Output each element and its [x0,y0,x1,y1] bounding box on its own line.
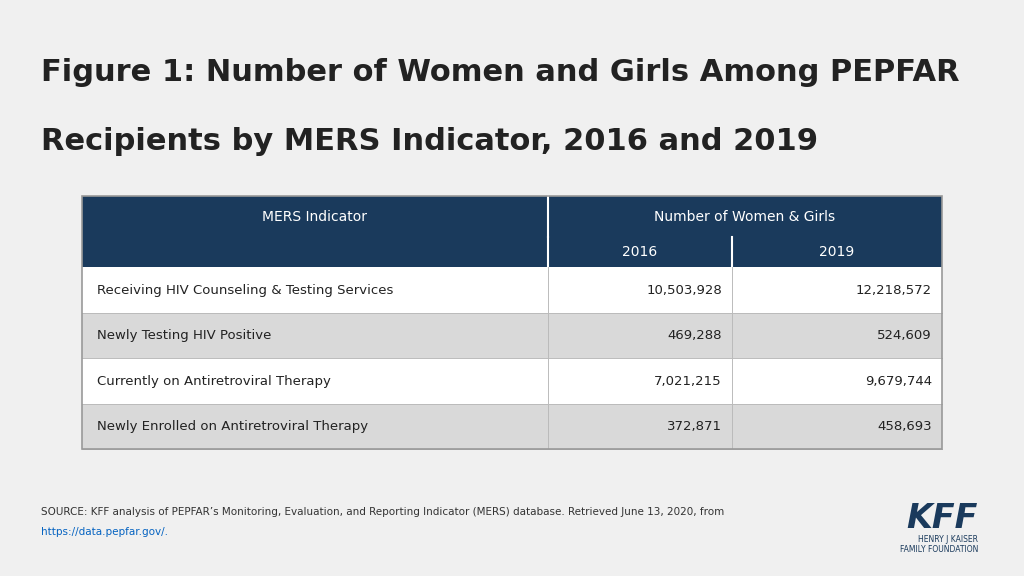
Text: https://data.pepfar.gov/.: https://data.pepfar.gov/. [41,527,168,537]
Text: 458,693: 458,693 [878,420,932,433]
Bar [732,358,942,404]
Bar [82,313,548,358]
Bar [548,237,732,267]
Text: KFF: KFF [906,502,978,535]
Bar [548,313,732,358]
Text: Currently on Antiretroviral Therapy: Currently on Antiretroviral Therapy [97,374,331,388]
Text: HENRY J KAISER
FAMILY FOUNDATION: HENRY J KAISER FAMILY FOUNDATION [899,535,978,554]
Text: MERS Indicator: MERS Indicator [262,210,368,223]
Text: Receiving HIV Counseling & Testing Services: Receiving HIV Counseling & Testing Servi… [97,283,393,297]
Text: 7,021,215: 7,021,215 [654,374,722,388]
Text: 10,503,928: 10,503,928 [646,283,722,297]
Bar [82,196,548,237]
Bar [732,313,942,358]
Bar [732,237,942,267]
Bar [732,404,942,449]
Text: 469,288: 469,288 [668,329,722,342]
Text: Newly Enrolled on Antiretroviral Therapy: Newly Enrolled on Antiretroviral Therapy [97,420,369,433]
Text: Figure 1: Number of Women and Girls Among PEPFAR: Figure 1: Number of Women and Girls Amon… [41,58,959,86]
Text: 372,871: 372,871 [667,420,722,433]
Bar [82,404,548,449]
Bar [548,358,732,404]
Text: Recipients by MERS Indicator, 2016 and 2019: Recipients by MERS Indicator, 2016 and 2… [41,127,818,156]
Text: 524,609: 524,609 [878,329,932,342]
Bar [548,196,942,237]
Text: Newly Testing HIV Positive: Newly Testing HIV Positive [97,329,271,342]
Text: SOURCE: KFF analysis of PEPFAR’s Monitoring, Evaluation, and Reporting Indicator: SOURCE: KFF analysis of PEPFAR’s Monitor… [41,507,724,517]
Bar [82,267,548,313]
Text: 12,218,572: 12,218,572 [856,283,932,297]
Bar [732,267,942,313]
Bar [82,196,942,449]
Bar [82,237,548,267]
Text: 2016: 2016 [623,245,657,259]
Text: 2019: 2019 [819,245,855,259]
Bar [548,404,732,449]
Bar [82,358,548,404]
Bar [548,267,732,313]
Text: Number of Women & Girls: Number of Women & Girls [654,210,836,223]
Text: 9,679,744: 9,679,744 [864,374,932,388]
